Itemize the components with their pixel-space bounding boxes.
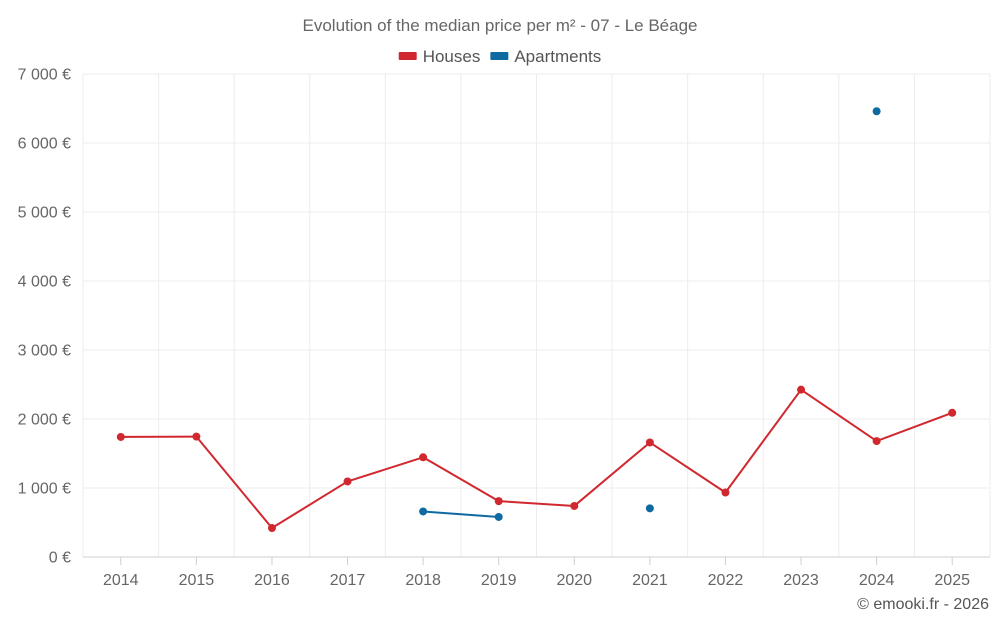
x-tick-label: 2016 [254,572,290,589]
data-point[interactable] [948,408,957,417]
y-tick-label: 6 000 € [18,136,71,153]
data-point[interactable] [872,437,881,446]
data-point[interactable] [721,488,730,497]
series-line-segment [423,510,499,518]
data-point[interactable] [645,504,654,513]
series-layer [116,107,957,533]
series-line-segment [498,500,575,507]
series-line-segment [422,456,500,502]
y-tick-label: 4 000 € [18,274,71,291]
x-tick-label: 2015 [179,572,215,589]
data-point[interactable] [419,507,428,516]
y-tick-label: 3 000 € [18,343,71,360]
x-tick-label: 2019 [481,572,517,589]
data-point[interactable] [494,512,503,521]
series-line-segment [724,389,802,494]
data-point[interactable] [343,477,352,486]
series-line-segment [876,411,953,443]
legend-swatch [490,52,509,60]
y-tick-label: 1 000 € [18,481,71,498]
legend-swatch [398,52,417,60]
data-point[interactable] [645,438,654,447]
data-point[interactable] [419,453,428,462]
credit-label: © emooki.fr - 2026 [857,596,989,613]
legend[interactable]: Houses Apartments [398,47,602,66]
y-tick-label: 5 000 € [18,205,71,222]
x-tick-label: 2022 [708,572,744,589]
y-tick-label: 7 000 € [18,67,71,84]
legend-item-apartments[interactable]: Apartments [490,47,601,66]
series-line-segment [195,435,273,529]
y-tick-label: 0 € [49,550,71,567]
series-line-segment [573,441,651,507]
x-tick-label: 2020 [556,572,592,589]
x-tick-label: 2023 [783,572,819,589]
series-houses [116,385,957,533]
grid [82,73,991,557]
chart-title: Evolution of the median price per m² - 0… [303,16,698,35]
data-point[interactable] [872,107,881,116]
series-line-segment [347,456,424,483]
x-tick-label: 2017 [330,572,366,589]
x-tick-label: 2021 [632,572,668,589]
legend-label: Houses [423,47,481,66]
series-apartments [419,107,881,521]
data-point[interactable] [192,432,201,441]
x-axis: 2014 2015 2016 2017 2018 2019 2020 2021 2022 2023… [83,556,990,589]
y-axis: 0 € 1 000 € 2 000 € 3 000 € 4 000 € 5 000 € 6 … [18,67,71,567]
x-tick-label: 2025 [934,572,970,589]
x-tick-label: 2024 [859,572,895,589]
data-point[interactable] [570,501,579,510]
data-point[interactable] [797,385,806,394]
x-tick-label: 2014 [103,572,139,589]
data-point[interactable] [116,432,125,441]
x-tick-label: 2018 [405,572,441,589]
data-point[interactable] [267,524,276,533]
y-tick-label: 2 000 € [18,412,71,429]
legend-label: Apartments [514,47,601,66]
series-line-segment [649,441,727,494]
series-line-segment [271,480,349,529]
series-line-segment [800,388,878,442]
legend-item-houses[interactable]: Houses [398,47,481,66]
data-point[interactable] [494,497,503,506]
